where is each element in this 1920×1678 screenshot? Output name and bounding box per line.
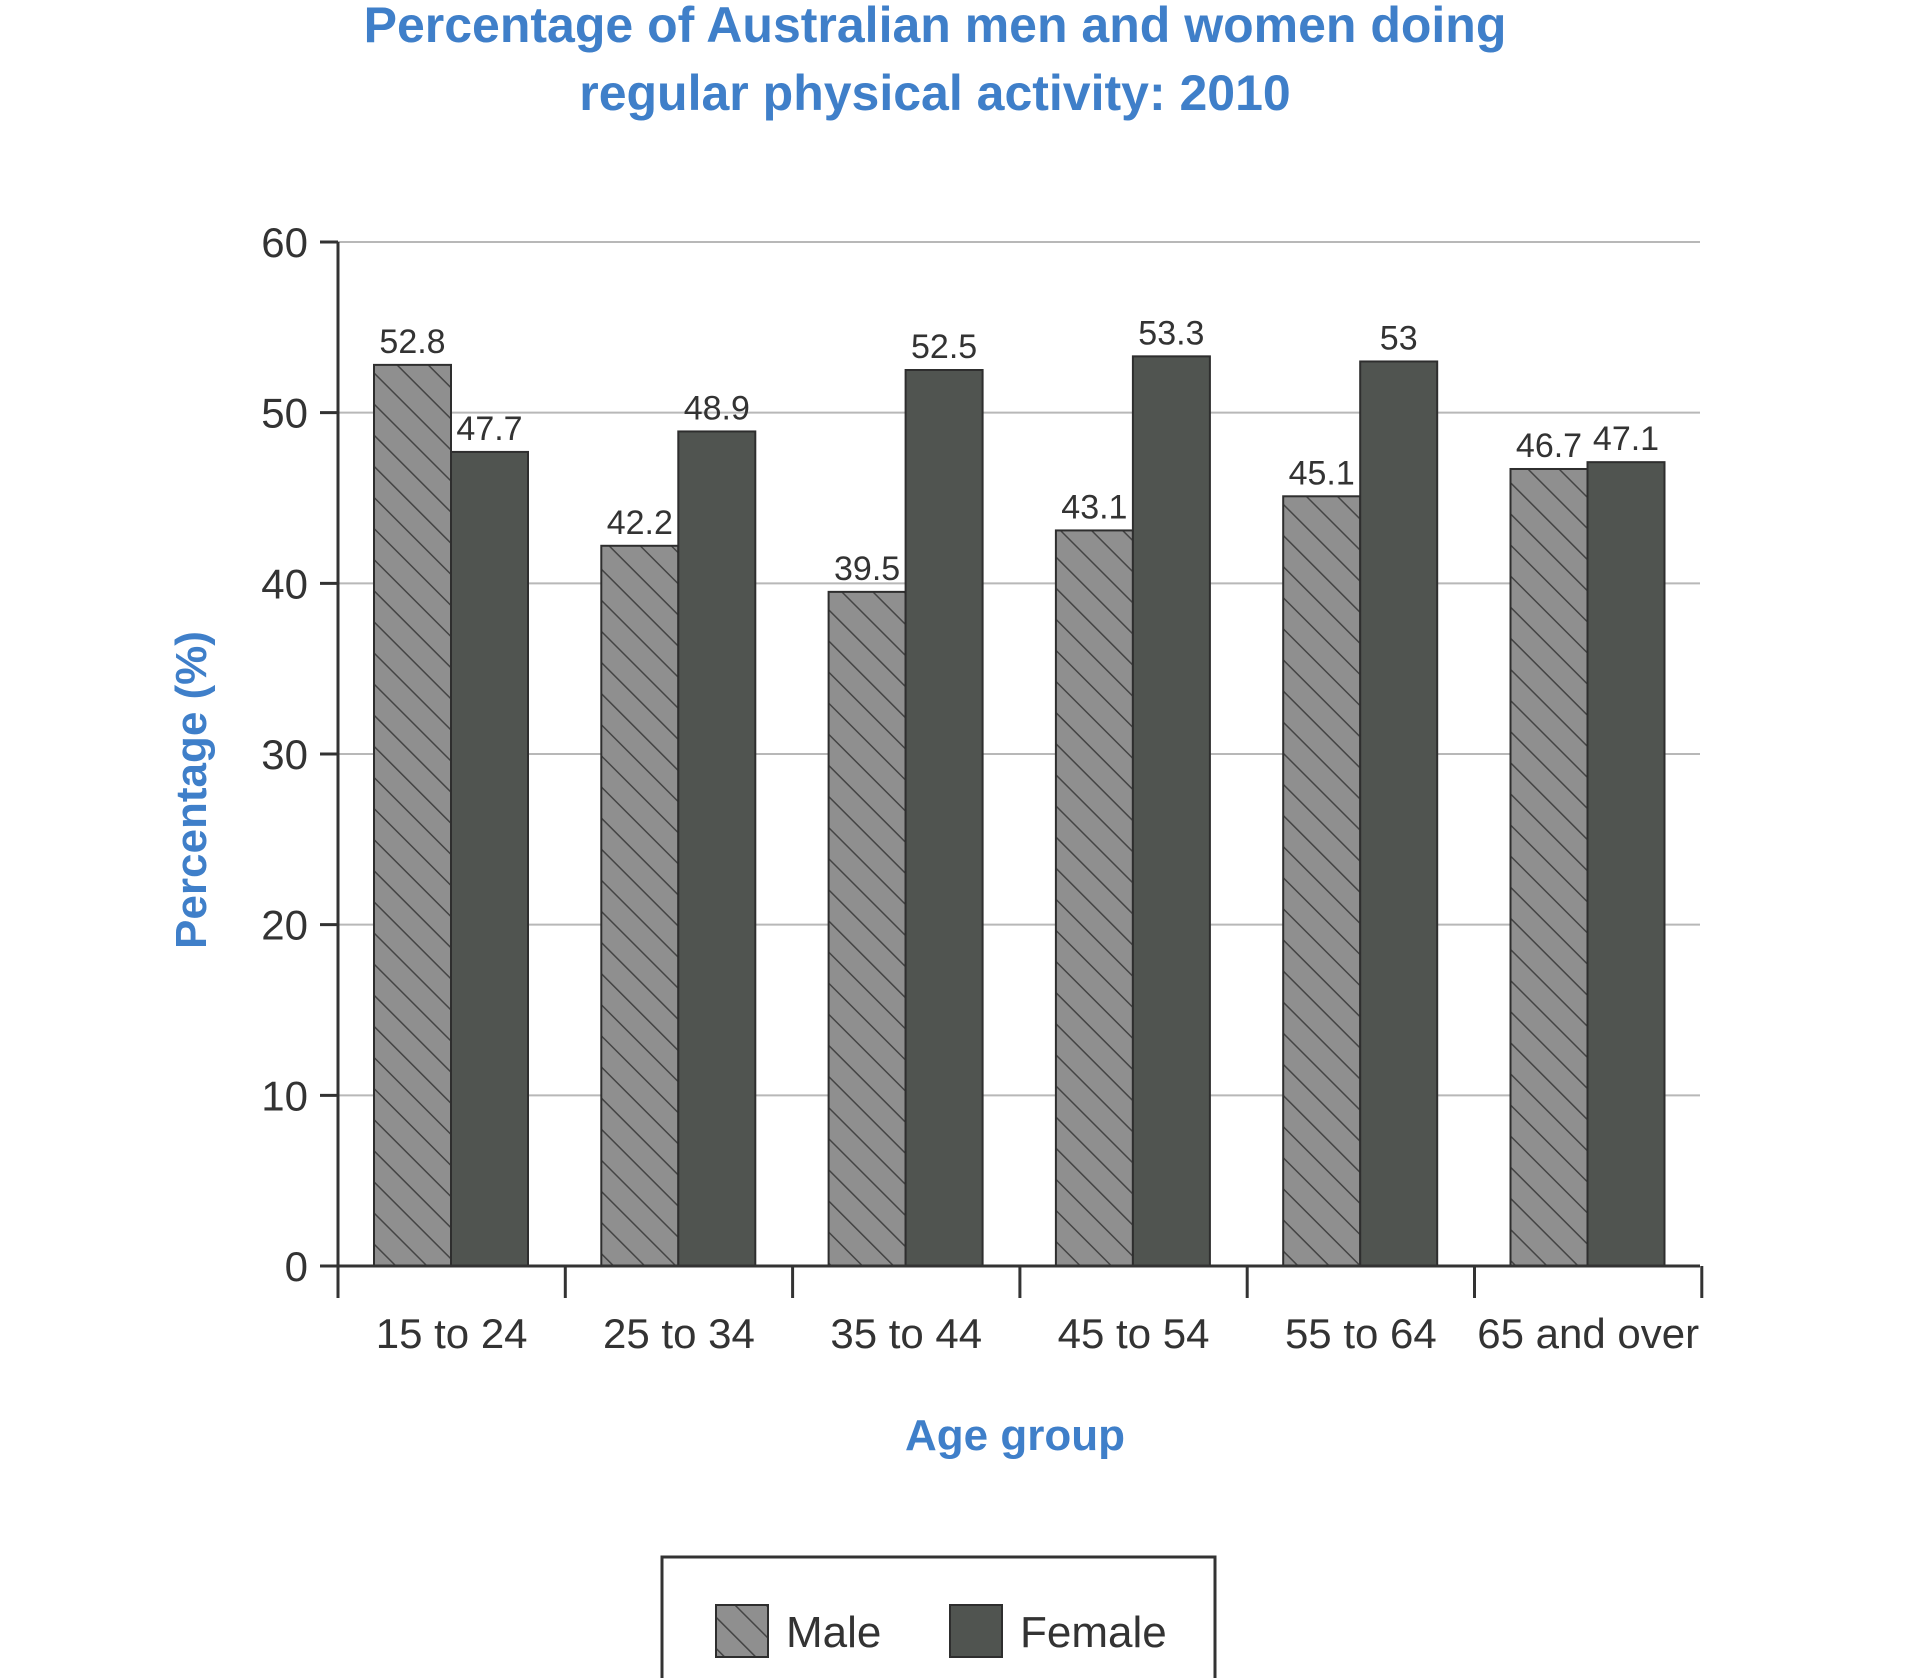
bar-male-2 [600, 544, 680, 1267]
data-label-male-5: 45.1 [1289, 454, 1355, 492]
bar-male-4 [1054, 529, 1134, 1267]
axes: 0 10 20 30 40 50 60 15 to 24 25 to 34 35 to 44 45 … [261, 219, 1704, 1357]
bar-male-1 [373, 363, 452, 1267]
legend: Male Female [660, 1555, 1217, 1678]
bar-female-6 [1586, 461, 1666, 1268]
x-tick-label-3: 35 to 44 [830, 1310, 982, 1357]
bar-male-3 [827, 590, 907, 1267]
data-labels: 52.8 47.7 42.2 48.9 39.5 52.5 43.1 53.3 45.1 53 46… [379, 314, 1659, 588]
legend-label-male: Male [786, 1608, 881, 1657]
y-tick-label-50: 50 [261, 390, 308, 437]
bars [373, 355, 1666, 1268]
bar-female-4 [1131, 355, 1211, 1267]
data-label-male-4: 43.1 [1061, 488, 1127, 526]
data-label-female-3: 52.5 [911, 328, 977, 366]
y-tick-label-40: 40 [261, 560, 308, 607]
data-label-female-1: 47.7 [456, 410, 522, 448]
data-label-male-6: 46.7 [1516, 427, 1582, 465]
y-axis-title: Percentage (%) [167, 631, 216, 949]
data-label-female-2: 48.9 [684, 389, 750, 427]
y-tick-label-60: 60 [261, 219, 308, 266]
x-tick-label-1: 15 to 24 [376, 1310, 528, 1357]
legend-label-female: Female [1020, 1608, 1167, 1657]
x-tick-label-2: 25 to 34 [603, 1310, 755, 1357]
bar-male-5 [1282, 495, 1362, 1267]
y-tick-label-20: 20 [261, 902, 308, 949]
legend-box [660, 1555, 1217, 1678]
legend-swatch-male [715, 1604, 769, 1658]
chart-title-line-1: Percentage of Australian men and women d… [364, 0, 1507, 53]
bar-female-5 [1359, 360, 1439, 1267]
data-label-male-2: 42.2 [607, 504, 673, 542]
bar-female-1 [450, 450, 529, 1268]
x-tick-label-6: 65 and over [1477, 1310, 1699, 1357]
data-label-female-4: 53.3 [1138, 314, 1204, 352]
bar-female-3 [904, 369, 984, 1267]
x-tick-label-5: 55 to 64 [1285, 1310, 1437, 1357]
x-tick-label-4: 45 to 54 [1058, 1310, 1210, 1357]
y-tick-label-10: 10 [261, 1072, 308, 1119]
y-tick-label-0: 0 [285, 1243, 308, 1290]
y-tick-label-30: 30 [261, 731, 308, 778]
bar-male-6 [1509, 467, 1589, 1267]
data-label-male-3: 39.5 [834, 550, 900, 588]
bar-female-2 [677, 430, 757, 1267]
legend-swatch-female [949, 1604, 1003, 1658]
data-label-female-5: 53 [1380, 319, 1418, 357]
chart-title-line-2: regular physical activity: 2010 [579, 65, 1290, 121]
data-label-female-6: 47.1 [1593, 420, 1659, 458]
gridlines [338, 241, 1700, 1097]
x-axis-title: Age group [905, 1411, 1125, 1460]
data-label-male-1: 52.8 [379, 323, 445, 361]
